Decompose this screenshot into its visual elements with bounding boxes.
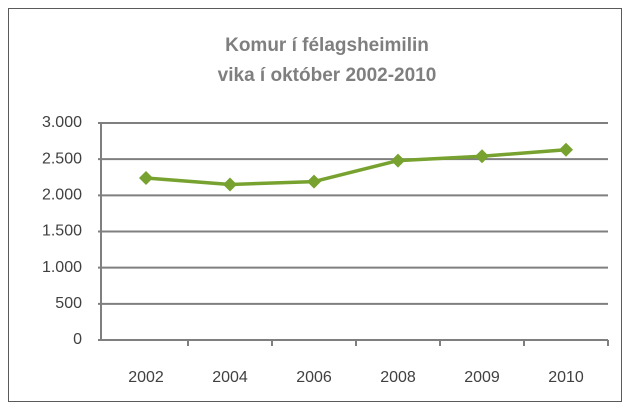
y-tick-label: 2.000	[42, 187, 82, 204]
y-tick-label: 0	[73, 331, 82, 348]
series-line	[145, 148, 567, 187]
data-point	[223, 177, 237, 192]
x-tick-label: 2008	[380, 369, 416, 386]
y-tick-label: 1.000	[42, 259, 82, 276]
x-tick-label: 2002	[128, 369, 164, 386]
chart-title: vika í október 2002-2010	[218, 65, 437, 86]
data-point	[559, 142, 573, 157]
y-tick-label: 2.500	[42, 150, 82, 167]
chart-title: Komur í félagsheimilin	[225, 35, 429, 56]
x-tick-label: 2004	[212, 369, 248, 386]
y-tick-label: 1.500	[42, 223, 82, 240]
data-point	[475, 149, 489, 164]
x-tick-label: 2006	[296, 369, 332, 386]
y-tick-label: 500	[55, 295, 82, 312]
data-point	[307, 174, 321, 189]
data-point	[391, 153, 405, 168]
data-point	[139, 170, 153, 185]
x-tick-label: 2009	[464, 369, 500, 386]
chart-border	[8, 8, 622, 402]
y-tick-label: 3.000	[42, 114, 82, 131]
x-tick-label: 2010	[548, 369, 584, 386]
